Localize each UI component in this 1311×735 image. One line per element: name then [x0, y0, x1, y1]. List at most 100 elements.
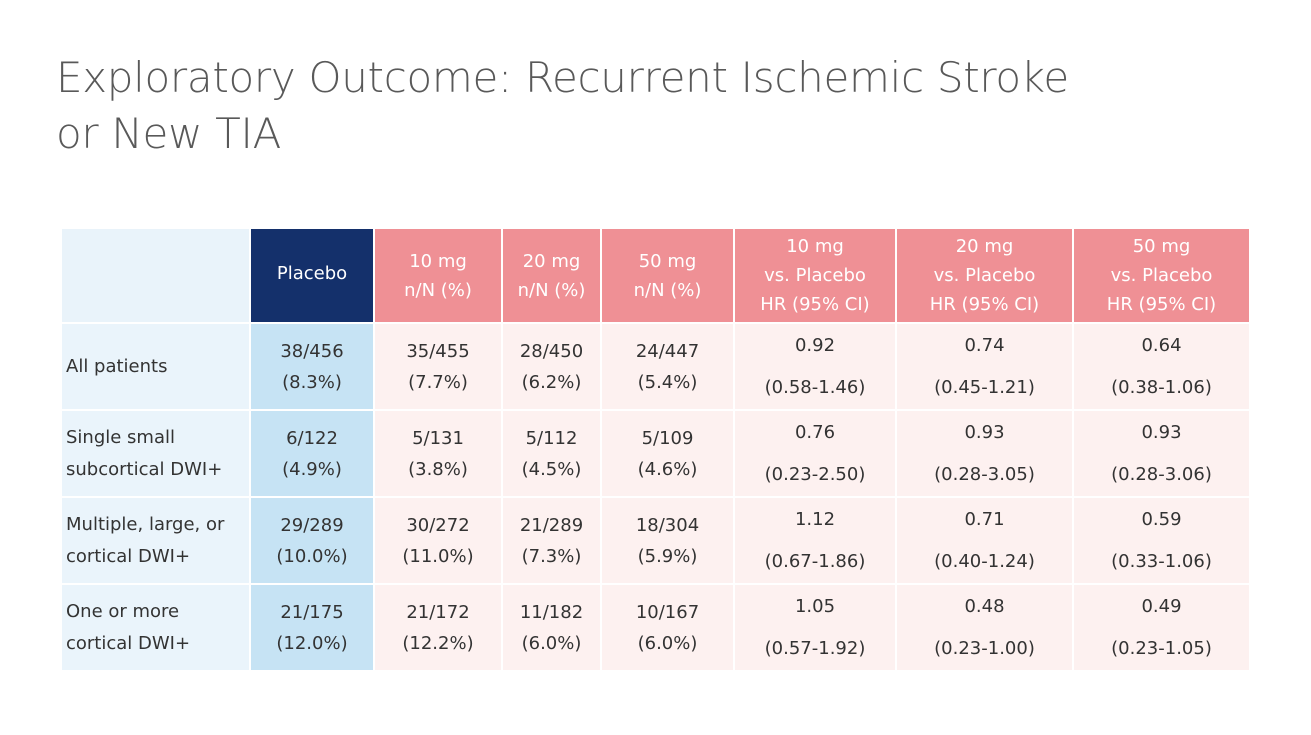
cell-50mg: 10/167 (6.0%): [602, 585, 733, 670]
cell-detail: (0.57-1.92): [764, 637, 866, 659]
cell-value: 29/289: [280, 514, 344, 536]
header-50mg: 50 mg n/N (%): [602, 229, 733, 322]
cell-value: 0.59: [1141, 508, 1182, 530]
cell-placebo: 38/456 (8.3%): [251, 324, 373, 409]
cell-value: 1.12: [794, 508, 836, 530]
table-header: Placebo 10 mg n/N (%) 20 mg n/N (%) 50 mg n/N …: [62, 229, 1249, 322]
cell-detail: (10.0%): [276, 545, 348, 567]
header-10mg: 10 mg n/N (%): [375, 229, 501, 322]
cell-10mg: 5/131 (3.8%): [375, 411, 501, 496]
cell-detail: (0.38-1.06): [1111, 376, 1212, 398]
cell-detail: (0.23-1.05): [1111, 637, 1212, 659]
table-body: All patients 38/456 (8.3%) 35/455 (7.7%) 28/4…: [62, 324, 1249, 670]
cell-detail: (7.7%): [408, 371, 468, 393]
cell-value: 21/289: [519, 514, 584, 536]
header-10mg-line: 10 mg: [409, 250, 467, 272]
header-20mg: 20 mg n/N (%): [503, 229, 600, 322]
cell-detail: (11.0%): [402, 545, 474, 567]
header-20mg-vs-placebo: 20 mg vs. Placebo HR (95% CI): [897, 229, 1072, 322]
row-label: One or more cortical DWI+: [62, 585, 249, 670]
cell-detail: (6.2%): [521, 371, 582, 393]
row-label-line: cortical DWI+: [66, 545, 191, 567]
table-row: Multiple, large, or cortical DWI+ 29/289 (1…: [62, 498, 1249, 583]
header-10mg-vs-placebo-line: 10 mg: [786, 236, 844, 257]
header-50mg-vs-placebo-line: HR (95% CI): [1106, 294, 1217, 315]
cell-value: 0.93: [964, 421, 1005, 443]
cell-hr-10mg-vs-placebo: 1.05 (0.57-1.92): [735, 585, 895, 670]
table-row: All patients 38/456 (8.3%) 35/455 (7.7%) 28/4…: [62, 324, 1249, 409]
cell-20mg: 5/112 (4.5%): [503, 411, 600, 496]
row-label: Multiple, large, or cortical DWI+: [62, 498, 249, 583]
cell-detail: (5.4%): [637, 371, 698, 393]
cell-value: 0.71: [964, 508, 1005, 530]
header-20mg-line: 20 mg: [522, 250, 581, 272]
row-label-line: subcortical DWI+: [66, 458, 223, 480]
cell-hr-10mg-vs-placebo: 0.92 (0.58-1.46): [735, 324, 895, 409]
cell-hr-10mg-vs-placebo: 0.76 (0.23-2.50): [735, 411, 895, 496]
cell-value: 0.76: [794, 421, 836, 443]
cell-value: 30/272: [406, 514, 470, 536]
cell-value: 21/175: [280, 601, 344, 623]
cell-value: 11/182: [519, 601, 584, 623]
cell-value: 1.05: [794, 595, 836, 617]
cell-detail: (7.3%): [521, 545, 582, 567]
cell-hr-20mg-vs-placebo: 0.74 (0.45-1.21): [897, 324, 1072, 409]
cell-50mg: 18/304 (5.9%): [602, 498, 733, 583]
cell-value: 0.49: [1141, 595, 1182, 617]
cell-value: 0.64: [1141, 334, 1182, 356]
cell-value: 0.48: [964, 595, 1005, 617]
cell-value: 21/172: [406, 601, 470, 623]
cell-detail: (0.33-1.06): [1111, 550, 1212, 572]
header-10mg-vs-placebo-line: HR (95% CI): [760, 294, 870, 315]
cell-hr-20mg-vs-placebo: 0.71 (0.40-1.24): [897, 498, 1072, 583]
cell-detail: (6.0%): [521, 632, 582, 654]
header-placebo-line: Placebo: [276, 262, 348, 284]
cell-hr-50mg-vs-placebo: 0.59 (0.33-1.06): [1074, 498, 1249, 583]
header-50mg-line: n/N (%): [633, 279, 702, 301]
cell-detail: (0.28-3.06): [1111, 463, 1212, 485]
cell-placebo: 6/122 (4.9%): [251, 411, 373, 496]
cell-20mg: 28/450 (6.2%): [503, 324, 600, 409]
cell-detail: (6.0%): [637, 632, 698, 654]
cell-hr-50mg-vs-placebo: 0.93 (0.28-3.06): [1074, 411, 1249, 496]
row-label-line: Single small: [66, 426, 176, 448]
cell-value: 0.92: [794, 334, 836, 356]
cell-value: 0.93: [1141, 421, 1182, 443]
cell-placebo: 21/175 (12.0%): [251, 585, 373, 670]
cell-value: 0.74: [964, 334, 1005, 356]
header-10mg-line: n/N (%): [404, 279, 472, 301]
header-20mg-vs-placebo-line: vs. Placebo: [933, 265, 1036, 286]
outcome-table: Placebo 10 mg n/N (%) 20 mg n/N (%) 50 mg n/N …: [60, 227, 1251, 672]
slide-title-line-1: Exploratory Outcome: Recurrent Ischemic …: [56, 53, 1069, 102]
row-label: Single small subcortical DWI+: [62, 411, 249, 496]
cell-10mg: 21/172 (12.2%): [375, 585, 501, 670]
cell-detail: (4.6%): [637, 458, 698, 480]
table-row: Single small subcortical DWI+ 6/122 (4.9%) 5…: [62, 411, 1249, 496]
cell-detail: (0.45-1.21): [934, 376, 1035, 398]
cell-value: 10/167: [635, 601, 700, 623]
cell-detail: (4.9%): [282, 458, 342, 480]
cell-detail: (8.3%): [282, 371, 342, 393]
header-20mg-vs-placebo-line: HR (95% CI): [929, 294, 1040, 315]
header-10mg-vs-placebo: 10 mg vs. Placebo HR (95% CI): [735, 229, 895, 322]
cell-detail: (0.67-1.86): [764, 550, 866, 572]
cell-value: 35/455: [406, 340, 470, 362]
slide-title-line-2: or New TIA: [56, 109, 282, 158]
header-placebo: Placebo: [251, 229, 373, 322]
cell-10mg: 35/455 (7.7%): [375, 324, 501, 409]
header-10mg-vs-placebo-line: vs. Placebo: [764, 265, 866, 286]
header-20mg-line: n/N (%): [517, 279, 586, 301]
row-label-line: One or more: [66, 600, 180, 622]
cell-detail: (0.58-1.46): [764, 376, 866, 398]
row-label-line: Multiple, large, or: [66, 513, 225, 535]
cell-detail: (0.23-2.50): [764, 463, 866, 485]
slide-title: Exploratory Outcome: Recurrent Ischemic …: [56, 50, 1236, 162]
cell-10mg: 30/272 (11.0%): [375, 498, 501, 583]
cell-detail: (12.2%): [402, 632, 474, 654]
header-20mg-vs-placebo-line: 20 mg: [955, 236, 1014, 257]
cell-50mg: 5/109 (4.6%): [602, 411, 733, 496]
row-label-line: cortical DWI+: [66, 632, 191, 654]
cell-value: 5/109: [641, 427, 694, 449]
cell-20mg: 21/289 (7.3%): [503, 498, 600, 583]
cell-value: 38/456: [280, 340, 344, 362]
